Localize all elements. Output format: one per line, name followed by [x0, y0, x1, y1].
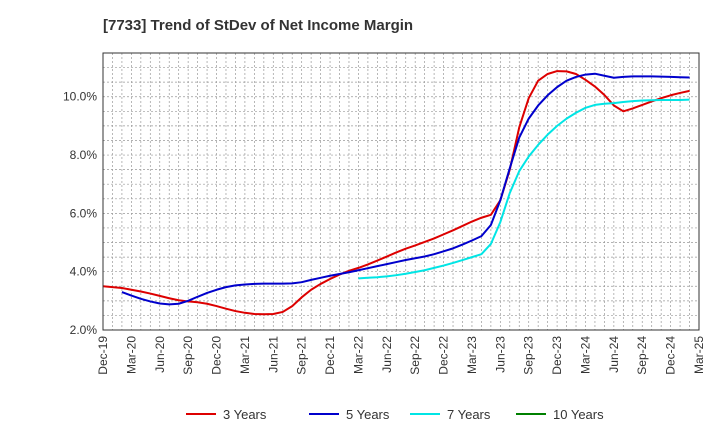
x-tick-label: Mar-22	[351, 336, 365, 374]
x-tick-label: Dec-22	[437, 336, 451, 375]
x-tick-label: Mar-23	[465, 336, 479, 374]
legend-item: 7 Years	[410, 407, 491, 422]
x-tick-label: Mar-24	[578, 336, 592, 374]
y-tick-label: 6.0%	[70, 206, 98, 220]
x-tick-label: Mar-20	[124, 336, 138, 374]
legend-item: 10 Years	[516, 407, 604, 422]
series-line	[102, 70, 690, 316]
y-tick-label: 8.0%	[70, 148, 98, 162]
y-tick-label: 10.0%	[63, 90, 97, 104]
legend-label: 10 Years	[553, 407, 604, 422]
x-tick-label: Sep-24	[635, 336, 649, 375]
x-tick-label: Jun-24	[607, 336, 621, 373]
y-tick-label: 4.0%	[70, 265, 98, 279]
chart-title: [7733] Trend of StDev of Net Income Marg…	[103, 17, 413, 34]
legend-label: 5 Years	[346, 407, 390, 422]
x-tick-label: Dec-21	[323, 336, 337, 375]
x-tick-label: Sep-22	[408, 336, 422, 375]
legend: 3 Years 5 Years 7 Years 10 Years	[186, 407, 604, 422]
x-tick-label: Sep-21	[295, 336, 309, 375]
legend-item: 5 Years	[309, 407, 390, 422]
series-lines	[102, 70, 690, 316]
x-tick-label: Mar-21	[238, 336, 252, 374]
y-tick-labels: 2.0% 4.0% 6.0% 8.0% 10.0%	[63, 90, 97, 337]
x-tick-label: Mar-25	[692, 336, 706, 374]
x-tick-label: Sep-23	[522, 336, 536, 375]
x-tick-label: Jun-20	[153, 336, 167, 373]
legend-label: 3 Years	[223, 407, 267, 422]
series-line	[358, 98, 690, 280]
y-tick-label: 2.0%	[70, 323, 98, 337]
x-tick-labels: Dec-19 Mar-20 Jun-20 Sep-20 Dec-20 Mar-21 Jun-…	[96, 336, 706, 375]
x-tick-label: Jun-22	[380, 336, 394, 373]
x-tick-label: Jun-23	[493, 336, 507, 373]
plot-frame	[102, 52, 700, 331]
series-line	[121, 72, 690, 306]
x-tick-label: Sep-20	[181, 336, 195, 375]
x-tick-label: Dec-19	[96, 336, 110, 375]
x-tick-label: Jun-21	[266, 336, 280, 373]
x-tick-label: Dec-23	[550, 336, 564, 375]
legend-label: 7 Years	[447, 407, 491, 422]
grid	[102, 52, 700, 331]
x-tick-label: Dec-24	[664, 336, 678, 375]
legend-item: 3 Years	[186, 407, 267, 422]
x-tick-label: Dec-20	[210, 336, 224, 375]
